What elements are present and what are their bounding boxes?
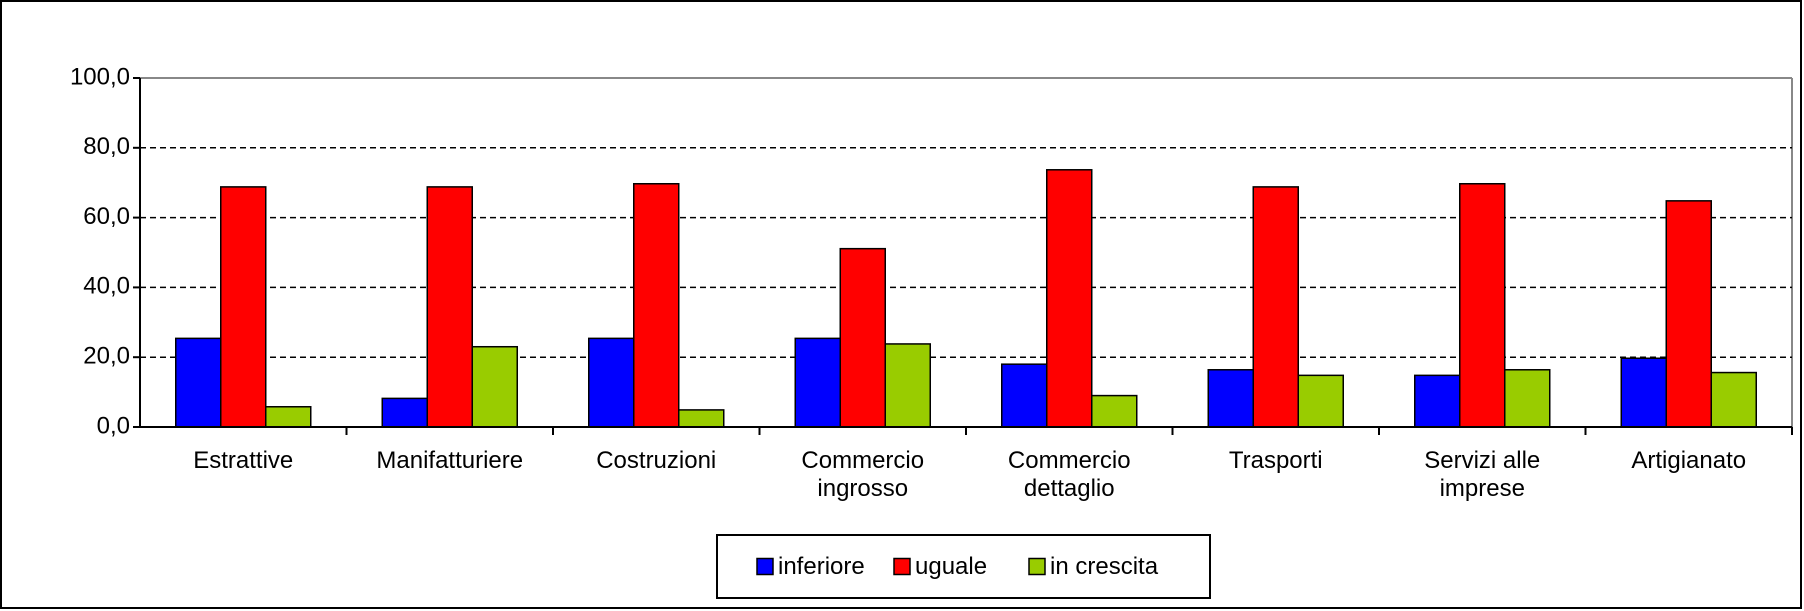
bar <box>678 409 725 428</box>
bar <box>265 406 312 428</box>
bar <box>426 186 473 428</box>
x-tick-label: Estrattive <box>193 447 294 474</box>
bar <box>1207 369 1254 428</box>
legend-label: uguale <box>915 553 987 580</box>
bar <box>884 343 931 428</box>
x-tick-label: Trasporti <box>1228 447 1323 474</box>
bar <box>1046 169 1093 428</box>
legend-swatch <box>756 557 774 576</box>
bar <box>175 337 222 428</box>
bar <box>1001 363 1048 428</box>
bar <box>1414 374 1461 428</box>
y-tick-label: 0,0 <box>97 412 130 439</box>
y-tick-label: 40,0 <box>83 273 130 300</box>
legend-label: in crescita <box>1050 553 1159 580</box>
bar <box>633 182 680 428</box>
bar <box>1459 182 1506 428</box>
bar <box>1665 200 1712 428</box>
bar <box>1504 369 1551 428</box>
x-tick-label: Commercio ingrosso <box>801 447 925 502</box>
bar <box>471 345 518 428</box>
legend-label: inferiore <box>778 553 865 580</box>
y-tick-label: 80,0 <box>83 133 130 160</box>
x-tick-label: Servizi alle imprese <box>1424 447 1541 502</box>
y-tick-label: 60,0 <box>83 203 130 230</box>
bar <box>1710 371 1757 428</box>
bar <box>839 247 886 428</box>
legend-swatch <box>1028 557 1046 576</box>
legend-box <box>716 534 1211 599</box>
y-tick-label: 100,0 <box>70 63 130 90</box>
bar <box>588 337 635 428</box>
bar <box>1620 357 1667 428</box>
bar <box>381 397 428 428</box>
legend-swatch <box>893 557 911 576</box>
x-tick-label: Commercio dettaglio <box>1007 447 1131 502</box>
y-tick-label: 20,0 <box>83 343 130 370</box>
bar <box>1091 394 1138 428</box>
x-tick-label: Costruzioni <box>596 447 717 474</box>
bar <box>794 337 841 428</box>
bar <box>220 186 267 428</box>
bar <box>1297 374 1344 428</box>
bar <box>1252 186 1299 428</box>
x-tick-label: Manifatturiere <box>376 447 524 474</box>
x-tick-label: Artigianato <box>1631 447 1747 474</box>
